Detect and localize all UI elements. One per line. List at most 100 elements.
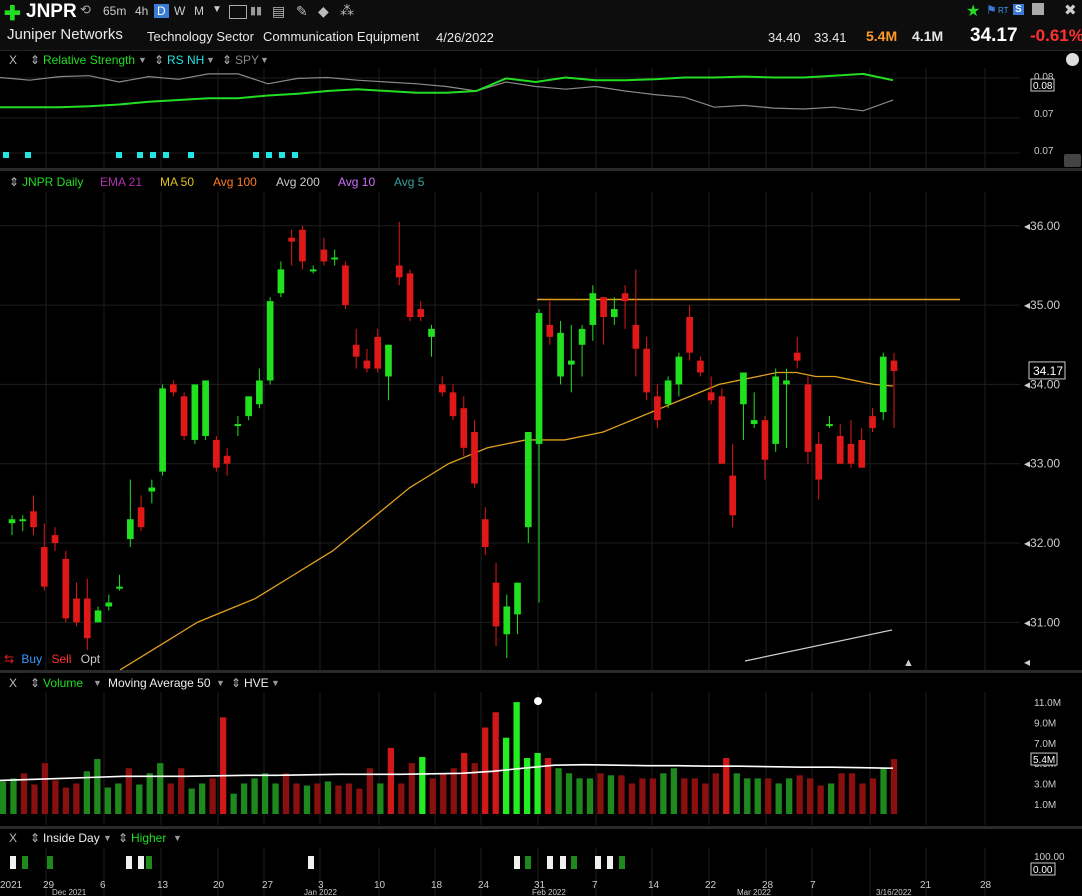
volume-bar — [744, 778, 751, 814]
flag-icon[interactable]: ⚑ — [986, 3, 997, 17]
share-icon[interactable]: ⁂ — [340, 2, 354, 18]
tag-icon[interactable]: ◆ — [318, 3, 329, 19]
volume-bar — [41, 763, 49, 814]
symbol-daily-label[interactable]: JNPR Daily — [22, 175, 84, 189]
avg200-label[interactable]: Avg 200 — [276, 175, 320, 189]
sort-icon[interactable]: ⇕ — [30, 831, 41, 845]
spy-label[interactable]: SPY — [235, 53, 260, 67]
volume-ma-label[interactable]: Moving Average 50 — [108, 676, 211, 690]
sell-button[interactable]: Sell — [51, 652, 72, 666]
sort-icon[interactable]: ⇕ — [30, 53, 41, 67]
volume-bar — [345, 783, 353, 814]
chevron-down-icon[interactable]: ▼ — [173, 833, 182, 843]
sort-icon[interactable]: ⇕ — [222, 53, 233, 67]
rs-last-box — [1030, 78, 1055, 92]
timeframe-d[interactable]: D — [154, 4, 169, 18]
ma50-label[interactable]: MA 50 — [160, 175, 195, 189]
volume-bar — [52, 780, 59, 814]
chevron-down-icon[interactable]: ▼ — [216, 678, 225, 688]
price-tick-label: ◂33.00 — [1024, 457, 1060, 471]
add-icon[interactable]: ✚ — [4, 3, 21, 25]
rs-nh-label[interactable]: RS NH — [167, 53, 205, 67]
volume-close-button[interactable]: X — [9, 676, 18, 690]
volume-bar — [492, 712, 499, 814]
chevron-down-icon[interactable]: ▼ — [93, 678, 102, 688]
symbol-input[interactable]: JNPR — [26, 1, 77, 22]
price-tick-label: ◂35.00 — [1024, 298, 1060, 312]
sort-icon[interactable]: ⇕ — [154, 53, 165, 67]
candle-body — [406, 273, 414, 317]
inside-day-marker — [514, 856, 520, 869]
layout-icon[interactable]: ▤ — [272, 3, 286, 19]
pattern-tick-label: 0.00 — [1033, 865, 1053, 876]
palette-icon[interactable] — [1066, 53, 1079, 66]
timeframe-4h[interactable]: 4h — [135, 4, 149, 18]
avg5-label[interactable]: Avg 5 — [394, 175, 425, 189]
draw-icon[interactable]: ✎ — [296, 3, 308, 19]
candle-body — [514, 582, 521, 615]
volume-tick-label: 7.0M — [1034, 739, 1056, 750]
sort-icon[interactable]: ⇕ — [118, 831, 129, 845]
rs-close-button[interactable]: X — [9, 53, 18, 67]
star-icon[interactable]: ★ — [966, 3, 981, 20]
volume-bar — [419, 757, 426, 814]
hve-marker — [534, 697, 542, 706]
options-button[interactable]: Opt — [80, 652, 101, 666]
higher-label[interactable]: Higher — [131, 831, 167, 845]
buy-button[interactable]: Buy — [21, 652, 43, 666]
candle-body — [256, 380, 263, 405]
volume-bar — [450, 768, 457, 814]
change-percent: -0.61% — [1030, 26, 1082, 45]
chart-type-icon[interactable] — [229, 5, 247, 19]
chevron-down-icon[interactable]: ▼ — [103, 833, 112, 843]
chevron-down-icon[interactable]: ▼ — [271, 678, 280, 688]
rs-panel: 0.08 0.07 0.07 0.08 — [0, 68, 1081, 168]
volume-bar — [848, 773, 856, 814]
chevron-down-icon[interactable]: ▼ — [260, 55, 269, 65]
volume-bar — [282, 773, 290, 814]
chevron-down-icon[interactable]: ▼ — [138, 55, 147, 65]
date-tick-label: Feb 2022 — [532, 888, 566, 896]
panel-divider[interactable] — [0, 826, 1082, 829]
volume-bar — [670, 768, 678, 814]
volume-bar — [806, 778, 814, 814]
avg10-label[interactable]: Avg 10 — [338, 175, 376, 189]
sort-icon[interactable]: ⇕ — [9, 175, 20, 189]
volume-tick-label: 3.0M — [1034, 779, 1056, 790]
trade-buttons: ⇆ Buy Sell Opt — [4, 652, 100, 666]
volume-bar — [628, 783, 636, 814]
volume-label[interactable]: Volume — [43, 676, 84, 690]
candle-body — [428, 328, 435, 337]
volume-bar — [586, 778, 594, 814]
pattern-close-button[interactable]: X — [9, 831, 18, 845]
close-icon[interactable]: ✖ — [1064, 2, 1077, 19]
trade-icon[interactable]: ⇆ — [4, 652, 15, 666]
chevron-down-icon[interactable]: ▼ — [212, 4, 222, 15]
ema21-label[interactable]: EMA 21 — [100, 175, 143, 189]
panel-divider[interactable] — [0, 168, 1082, 171]
save-icon[interactable] — [1032, 3, 1044, 15]
refresh-icon[interactable]: ⟲ — [80, 2, 91, 17]
sector-link[interactable]: Technology Sector — [147, 29, 254, 44]
volume-bar — [880, 768, 887, 814]
s-badge[interactable]: S — [1013, 4, 1024, 15]
day-high: 34.40 — [768, 30, 801, 45]
bars-icon[interactable]: ▮▮ — [250, 5, 263, 17]
panel-divider[interactable] — [0, 670, 1082, 673]
hve-label[interactable]: HVE — [244, 676, 269, 690]
sort-icon[interactable]: ⇕ — [231, 676, 242, 690]
sort-icon[interactable]: ⇕ — [30, 676, 41, 690]
volume-bar — [387, 747, 394, 814]
candle-body — [395, 265, 403, 278]
relative-strength-line — [0, 72, 894, 109]
timeframe-65m[interactable]: 65m — [103, 4, 127, 18]
industry-link[interactable]: Communication Equipment — [263, 29, 420, 44]
inside-day-marker — [595, 856, 601, 869]
date-tick-label: 20 — [213, 880, 225, 891]
inside-day-label[interactable]: Inside Day — [43, 831, 100, 845]
rs-label[interactable]: Relative Strength — [43, 53, 136, 67]
timeframe-m[interactable]: M — [194, 4, 204, 18]
avg100-label[interactable]: Avg 100 — [213, 175, 257, 189]
timeframe-w[interactable]: W — [174, 4, 186, 18]
chevron-down-icon[interactable]: ▼ — [206, 55, 215, 65]
